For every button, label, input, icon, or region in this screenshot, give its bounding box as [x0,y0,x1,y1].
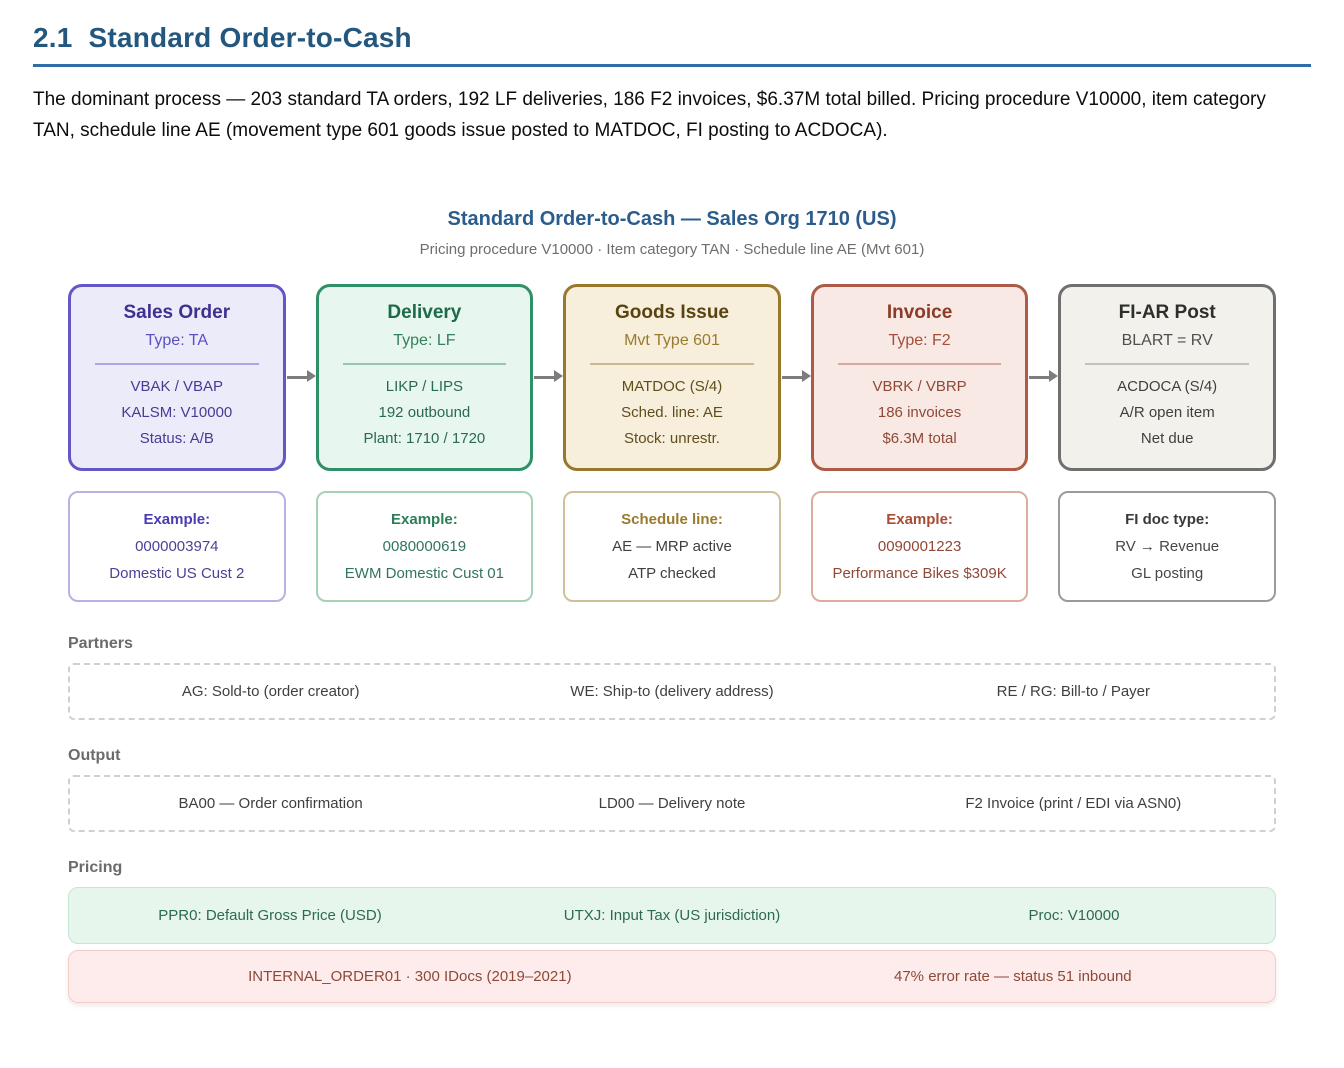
stage-divider [342,363,507,365]
note-detail: EWM Domestic Cust 01 [344,565,504,582]
note-spacer [781,491,811,602]
stage-title: Delivery [387,302,462,323]
diagram-subtitle: Pricing procedure V10000 · Item category… [419,241,925,258]
partners-label: Partners [68,635,133,652]
pricing-band: PPR0: Default Gross Price (USD) UTXJ: In… [68,887,1276,944]
note-spacer [533,491,563,602]
flow-stages-row: Sales Order Type: TA VBAK / VBAP KALSM: … [68,284,1276,471]
pricing-item: Proc: V10000 [1028,907,1120,924]
diagram-title: Standard Order-to-Cash — Sales Org 1710 … [447,208,897,230]
note-spacer [286,491,316,602]
stage-detail: MATDOC (S/4) [621,378,723,395]
section-number: 2.1 [33,22,73,53]
note-sales-order-example: Example: 0000003974 Domestic US Cust 2 [68,491,286,602]
note-detail: AE — MRP active [612,538,732,555]
section-title: Standard Order-to-Cash [88,22,412,53]
stage-detail: Stock: unrestr. [624,430,720,447]
note-detail: RV → Revenue [1115,538,1220,555]
pricing-label: Pricing [68,859,123,876]
partners-box: AG: Sold-to (order creator) WE: Ship-to … [68,663,1276,720]
flow-diagram: Standard Order-to-Cash — Sales Org 1710 … [68,208,1276,602]
note-invoice-example: Example: 0090001223 Performance Bikes $3… [810,491,1029,602]
output-box: BA00 — Order confirmation LD00 — Deliver… [68,775,1276,832]
stage-detail: Net due [1140,430,1194,447]
partner-item: WE: Ship-to (delivery address) [570,683,774,700]
note-detail: ATP checked [628,565,716,582]
stage-invoice: Invoice Type: F2 VBRK / VBRP 186 invoice… [810,284,1029,471]
partner-item: RE / RG: Bill-to / Payer [996,683,1151,700]
note-detail: 0000003974 [135,538,219,555]
pricing-item: UTXJ: Input Tax (US jurisdiction) [563,907,781,924]
stage-title: FI-AR Post [1118,302,1216,323]
stage-detail: A/R open item [1119,404,1215,421]
stage-detail: VBRK / VBRP [872,378,967,395]
idoc-banner-item: INTERNAL_ORDER01 · 300 IDocs (2019–2021) [248,968,572,985]
stage-detail: 192 outbound [378,404,471,421]
note-delivery-example: Example: 0080000619 EWM Domestic Cust 01 [315,491,534,602]
stage-detail: Plant: 1710 / 1720 [363,430,486,447]
note-title: FI doc type: [1125,511,1210,528]
stage-goods-issue: Goods Issue Mvt Type 601 MATDOC (S/4) Sc… [563,284,781,471]
stage-title: Invoice [886,302,953,323]
output-item: F2 Invoice (print / EDI via ASN0) [965,795,1182,812]
idoc-banner: INTERNAL_ORDER01 · 300 IDocs (2019–2021)… [68,950,1276,1003]
note-title: Example: [391,511,458,528]
stage-subtitle: Type: TA [145,332,209,349]
stage-divider [95,363,259,365]
stage-sales-order: Sales Order Type: TA VBAK / VBAP KALSM: … [68,284,286,471]
idoc-banner-item: 47% error rate — status 51 inbound [894,968,1132,985]
note-detail: 0090001223 [877,538,962,555]
stage-divider [590,363,754,365]
stage-detail: LIKP / LIPS [385,378,464,395]
stage-delivery: Delivery Type: LF LIKP / LIPS 192 outbou… [315,284,534,471]
intro-paragraph: The dominant process — 203 standard TA o… [33,89,1266,141]
stage-divider [1085,363,1249,365]
pricing-item: PPR0: Default Gross Price (USD) [158,907,382,924]
output-item: LD00 — Delivery note [598,795,746,812]
note-fi-doc-type: FI doc type: RV → Revenue GL posting [1058,491,1276,602]
stage-detail: VBAK / VBAP [130,378,224,395]
note-detail: GL posting [1131,565,1204,582]
stage-detail: KALSM: V10000 [121,404,233,421]
output-label: Output [68,747,121,764]
stage-title: Sales Order [123,302,231,323]
note-detail: Performance Bikes $309K [832,565,1007,582]
output-item: BA00 — Order confirmation [178,795,363,812]
note-title: Example: [886,511,953,528]
partner-item: AG: Sold-to (order creator) [181,683,360,700]
stage-detail: $6.3M total [882,430,957,447]
stage-subtitle: BLART = RV [1121,332,1213,349]
stage-detail: ACDOCA (S/4) [1117,378,1218,395]
stage-title: Goods Issue [614,302,729,323]
stage-detail: Status: A/B [139,430,214,447]
stage-subtitle: Type: F2 [888,332,951,349]
section-heading: 2.1 Standard Order-to-Cash [33,22,1311,54]
note-detail: Domestic US Cust 2 [109,565,245,582]
note-detail: 0080000619 [382,538,467,555]
stage-subtitle: Type: LF [393,332,456,349]
flow-notes-row: Example: 0000003974 Domestic US Cust 2 E… [68,491,1276,602]
stage-detail: Sched. line: AE [621,404,723,421]
stage-divider [837,363,1002,365]
note-title: Example: [143,511,211,528]
note-title: Schedule line: [621,511,723,528]
note-spacer [1028,491,1058,602]
heading-rule [33,64,1311,67]
stage-detail: 186 invoices [877,404,962,421]
stage-subtitle: Mvt Type 601 [624,332,720,349]
note-schedule-line: Schedule line: AE — MRP active ATP check… [563,491,781,602]
stage-fi-ar-post: FI-AR Post BLART = RV ACDOCA (S/4) A/R o… [1058,284,1276,471]
